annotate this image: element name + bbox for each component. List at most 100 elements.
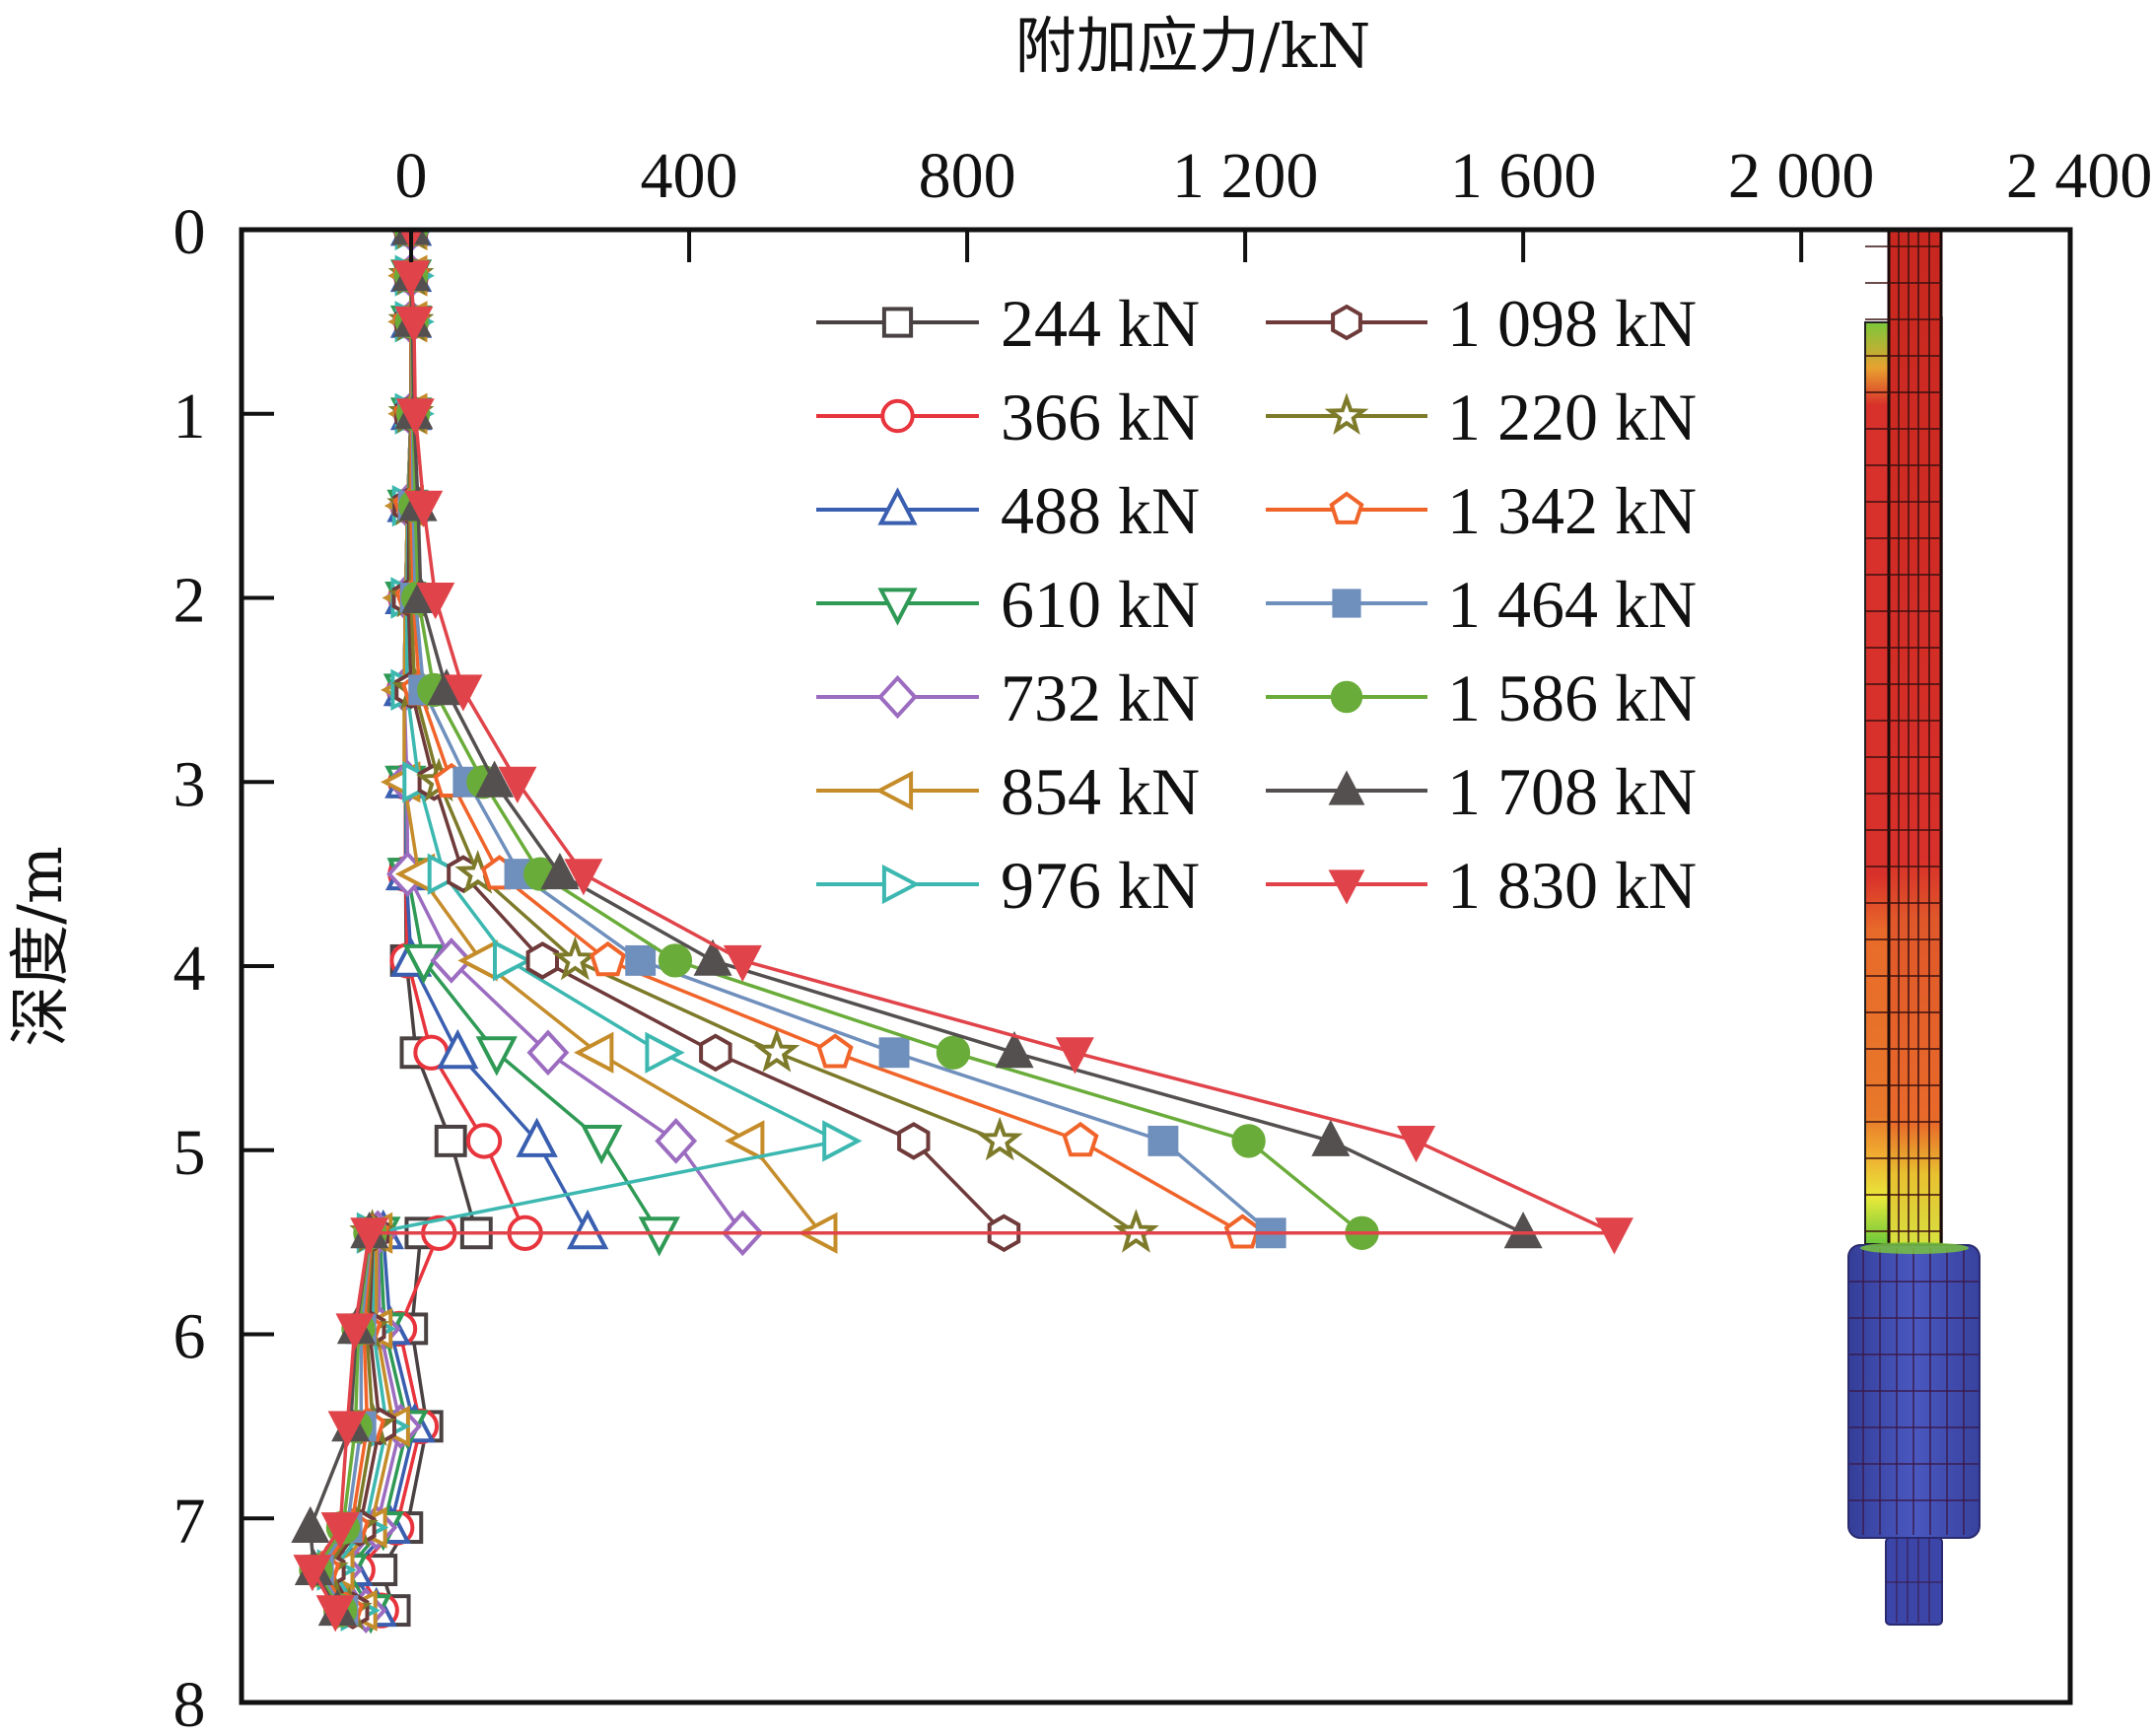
legend-marker	[881, 307, 914, 338]
data-point	[498, 766, 537, 803]
legend-label: 610 kN	[1001, 567, 1200, 642]
legend-item: 366 kN	[816, 380, 1200, 454]
data-point	[822, 1120, 863, 1162]
legend-label: 1 464 kN	[1447, 567, 1697, 642]
data-point	[816, 1033, 854, 1069]
data-point	[1055, 1037, 1094, 1075]
data-point	[526, 1029, 570, 1076]
data-point	[444, 674, 483, 712]
legend-label: 1 220 kN	[1447, 380, 1697, 454]
data-point	[291, 1505, 330, 1543]
legend-item: 1 220 kN	[1266, 380, 1697, 454]
y-tick-label: 7	[174, 1485, 206, 1557]
legend-marker	[877, 674, 918, 720]
data-point	[402, 943, 445, 985]
data-point	[475, 760, 515, 798]
pile-cap-mesh	[1849, 1248, 1979, 1535]
pile-tip	[1885, 1537, 1943, 1626]
legend-label: 854 kN	[1001, 754, 1200, 829]
data-point	[437, 1028, 479, 1070]
data-point	[655, 1118, 698, 1164]
legend-item: 1 708 kN	[1266, 754, 1697, 829]
data-point	[434, 1124, 467, 1157]
legend-item: 488 kN	[816, 473, 1200, 548]
x-tick-label: 1 600	[1450, 140, 1597, 212]
data-point	[1503, 1212, 1543, 1249]
legend-marker	[1328, 770, 1365, 805]
legend-marker	[1328, 869, 1365, 905]
legend: 244 kN 366 kN 488 kN 610 kN 732 kN 854 kN 976 …	[816, 286, 1697, 923]
legend-marker	[881, 864, 921, 905]
series-1-830-kN	[293, 230, 1633, 1632]
data-point	[625, 944, 657, 976]
legend-marker	[877, 487, 918, 525]
series-line	[309, 230, 1525, 1612]
legend-item: 1 464 kN	[1266, 567, 1697, 642]
data-point	[516, 1117, 558, 1157]
data-point	[693, 938, 732, 976]
data-point	[897, 1122, 931, 1160]
x-tick-label: 2 000	[1728, 140, 1875, 212]
axes: 0 400 800 1 200 1 600 2 000 2 400 0 1 2 3 4 5 6 7 8	[174, 140, 2153, 1736]
data-point	[1397, 1126, 1436, 1163]
legend-label: 1 098 kN	[1447, 286, 1697, 361]
legend-marker	[877, 588, 918, 626]
legend-item: 244 kN	[816, 286, 1200, 361]
data-point	[315, 1595, 355, 1632]
data-point	[404, 490, 444, 527]
data-point	[723, 944, 762, 983]
x-tick-label: 400	[641, 140, 738, 212]
pile-tip-mesh	[1886, 1538, 1942, 1623]
data-point	[395, 398, 435, 436]
data-point	[590, 940, 627, 977]
data-point	[457, 939, 498, 982]
legend-label: 244 kN	[1001, 286, 1200, 361]
y-tick-label: 4	[174, 933, 206, 1005]
legend-item: 1 098 kN	[1266, 286, 1697, 361]
data-point	[551, 936, 598, 981]
legend-marker	[874, 770, 914, 811]
data-point	[293, 1555, 332, 1592]
legend-marker	[1331, 304, 1362, 341]
legend-label: 488 kN	[1001, 473, 1200, 548]
x-axis-title: 附加应力/kN	[1015, 10, 1371, 82]
legend-marker	[1330, 680, 1363, 714]
data-point	[465, 1123, 503, 1159]
y-tick-label: 6	[174, 1301, 206, 1373]
legend-item: 732 kN	[816, 660, 1200, 735]
pile-cap-top	[1860, 1242, 1969, 1254]
data-point	[574, 1031, 614, 1074]
legend-label: 1 342 kN	[1447, 473, 1697, 548]
x-tick-label: 1 200	[1172, 140, 1319, 212]
data-point	[327, 1411, 367, 1448]
series-layer	[291, 230, 1633, 1634]
legend-label: 1 830 kN	[1447, 848, 1697, 923]
y-tick-label: 3	[174, 748, 206, 820]
legend-item: 610 kN	[816, 567, 1200, 642]
data-point	[430, 937, 473, 984]
y-tick-label: 2	[174, 565, 206, 637]
data-point	[976, 1116, 1023, 1161]
legend-label: 1 586 kN	[1447, 660, 1697, 735]
series-1-586-kN	[299, 230, 1379, 1628]
data-point	[638, 1216, 680, 1257]
data-point	[725, 1120, 765, 1162]
data-point	[540, 852, 580, 890]
legend-label: 366 kN	[1001, 380, 1200, 454]
series-line	[350, 230, 590, 1612]
data-point	[1594, 1217, 1633, 1255]
data-point	[1113, 1209, 1159, 1253]
legend-label: 1 708 kN	[1447, 754, 1697, 829]
data-point	[699, 1033, 732, 1073]
x-tick-label: 2 400	[2006, 140, 2153, 212]
legend-item: 854 kN	[816, 754, 1200, 829]
data-point	[416, 583, 455, 620]
data-point	[995, 1031, 1034, 1069]
data-point	[1231, 1124, 1266, 1158]
legend-marker	[880, 398, 915, 434]
legend-label: 976 kN	[1001, 848, 1200, 923]
data-point	[394, 306, 434, 344]
legend-label: 732 kN	[1001, 660, 1200, 735]
pile-shaft	[1887, 228, 1943, 1247]
